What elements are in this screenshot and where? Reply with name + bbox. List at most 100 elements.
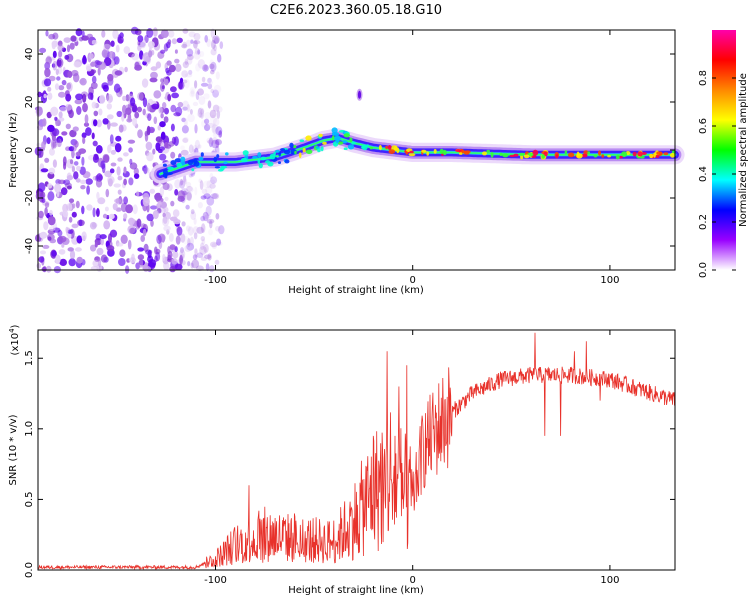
noise-blob [68,109,74,119]
ridge-blotch [555,154,559,159]
ridge-blotch [225,152,229,156]
ridge-blotch [615,154,620,160]
noise-blob [55,254,61,264]
noise-blob [134,111,140,119]
noise-blob [72,203,76,209]
noise-blob [118,124,124,133]
noise-blob [143,164,148,175]
ridge-blotch [331,127,338,134]
noise-blob [209,63,215,70]
noise-blob [52,50,57,59]
noise-blob [203,64,208,71]
noise-blob [217,53,222,63]
ridge-blotch [378,144,382,151]
ridge-blotch [277,161,282,165]
noise-blob [210,88,214,94]
noise-blob [76,151,82,156]
noise-blob [110,162,117,167]
noise-blob [67,247,74,252]
noise-blob [62,156,67,166]
ridge-blotch [217,168,224,172]
noise-blob [186,242,195,251]
noise-blob [185,181,192,188]
ridge-blotch [621,151,628,158]
ridge-blotch [442,149,447,156]
noise-blob [187,226,194,236]
noise-blob [66,44,71,53]
noise-blob [100,237,104,246]
noise-blob [182,28,189,34]
noise-region [34,26,225,274]
noise-blob [67,229,74,235]
noise-blob [184,192,192,201]
ridge-blotch [593,154,598,158]
noise-blob [181,117,186,123]
y-tick-label: 20 [24,96,35,109]
noise-blob [42,265,47,273]
noise-blob [58,91,66,98]
noise-blob [186,54,194,61]
noise-blob [85,178,93,185]
noise-blob [70,35,77,42]
noise-blob [38,210,44,219]
noise-blob [148,41,155,49]
noise-blob [110,122,118,127]
noise-blob [47,124,55,132]
noise-blob [200,82,209,87]
noise-blob [64,54,70,60]
noise-blob [51,250,57,257]
ridge-blotch [214,166,220,169]
noise-blob [194,186,198,196]
noise-blob [172,209,180,218]
noise-blob [189,87,196,95]
noise-blob [117,157,123,162]
noise-blob [126,118,133,123]
noise-blob [79,77,87,86]
noise-blob [123,152,129,157]
noise-blob [169,265,176,273]
ridge-blotch [317,148,321,153]
noise-blob [194,47,200,55]
noise-blob [162,182,170,191]
noise-blob [45,265,52,273]
noise-blob [81,205,85,215]
ridge-blotch [200,152,204,157]
noise-blob [74,247,82,252]
ridge-blotch [669,152,676,158]
noise-blob [38,256,45,263]
noise-blob [97,67,101,76]
colorbar-tick-label: 0.4 [698,166,709,182]
noise-blob [131,53,140,61]
noise-blob [93,119,98,127]
ridge-blotch [659,151,663,156]
snr-x-axis-label: Height of straight line (km) [288,585,424,596]
frequency-ridge [150,127,685,184]
noise-blob [89,69,97,74]
noise-blob [92,140,98,147]
noise-blob [127,139,136,144]
noise-blob [87,92,94,100]
noise-blob [186,225,191,232]
noise-blob [73,161,79,166]
ridge-blotch [426,151,430,156]
noise-blob [217,130,222,138]
ridge-blotch [275,149,280,153]
noise-blob [43,78,52,87]
noise-blob [194,123,198,134]
ridge-blotch [459,152,463,155]
ridge-blotch [409,150,414,154]
noise-blob [211,124,219,135]
noise-blob [210,48,217,56]
noise-blob [75,178,81,183]
noise-blob [76,235,83,244]
noise-blob [181,221,186,227]
noise-blob [162,212,166,218]
noise-blob [174,189,179,196]
noise-blob [58,85,65,91]
noise-blob [129,158,133,165]
noise-blob [107,176,115,184]
noise-blob [208,228,213,236]
noise-blob [202,64,209,72]
noise-blob [199,180,204,190]
noise-blob [160,49,166,54]
